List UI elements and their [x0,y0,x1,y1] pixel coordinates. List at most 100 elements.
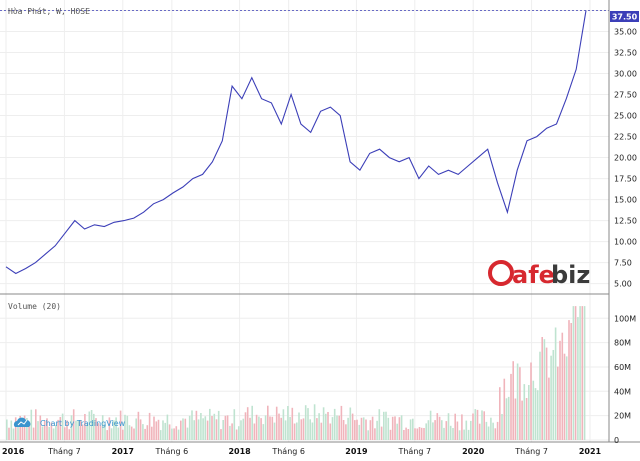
volume-bar [316,418,318,440]
volume-bar [572,306,575,440]
volume-bar [362,417,365,440]
volume-bar [130,426,133,440]
volume-bar [233,409,236,440]
volume-bar [88,411,91,440]
volume-bar [188,415,191,440]
volume-bar [347,417,349,440]
volume-bar [282,409,285,440]
volume-bar [64,427,66,440]
volume-bar [86,424,88,440]
volume-bar [371,416,374,440]
volume-bar [391,416,394,440]
volume-bar [148,412,151,440]
volume-bar [57,419,59,440]
volume-bar [331,417,334,440]
volume-bar [258,416,260,440]
volume-bar [151,426,153,440]
volume-bar [369,420,372,440]
volume-bar [180,420,182,440]
volume-bar [358,424,361,440]
volume-bar [291,407,294,440]
volume-bar [137,411,140,440]
time-tick-label: Tháng 7 [514,447,548,456]
volume-bar [23,415,26,440]
volume-bar [389,429,392,440]
volume-bar [14,417,17,440]
volume-bar [240,420,242,440]
time-axis-labels: 2016 Tháng 7 2017 Tháng 6 2018 Tháng 6 2019 Thá… [2,447,602,456]
volume-bar [113,420,115,440]
volume-bar [173,428,175,440]
volume-bar [398,417,401,440]
volume-bar [95,418,97,440]
volume-bar [46,418,48,440]
volume-bar [122,429,124,440]
volume-tick-label: 100M [614,314,636,323]
volume-bar [26,418,28,440]
price-tick-label: 20.00 [614,154,637,163]
volume-bar [360,417,363,440]
time-tick-label: Tháng 7 [397,447,431,456]
volume-bar [307,408,309,440]
volume-bar [539,351,541,440]
volume-bar [427,420,430,440]
volume-bar [293,423,296,440]
volume-bar [99,425,102,440]
volume-bar [124,414,126,440]
volume-bar [329,423,332,440]
volume-bar [17,424,19,440]
volume-bar [269,416,271,440]
volume-bar [499,387,501,440]
volume-bar [287,406,289,440]
volume-bar [420,427,423,440]
volume-bar [574,306,577,440]
price-tick-label: 32.50 [614,49,637,58]
volume-bar [6,419,8,440]
volume-bar [260,418,262,440]
volume-bar [84,414,86,440]
volume-bar [394,416,396,440]
volume-bar [454,413,456,440]
volume-bar [532,380,535,440]
volume-bar [164,422,166,440]
volume-bar [204,416,207,440]
volume-bar [168,424,171,440]
volume-bar [423,428,425,440]
volume-bar [39,415,42,440]
volume-bar [345,424,347,440]
volume-bar [354,420,356,440]
volume-bar [434,420,436,440]
volume-bar [304,405,307,440]
volume-bar [28,426,30,440]
volume-bar [231,423,233,440]
price-tick-label: 5.00 [614,280,632,289]
volume-bar [244,412,247,440]
volume-bar [521,400,523,440]
volume-bar [251,405,253,440]
time-tick-label: 2021 [579,447,602,456]
volume-bar [528,385,530,440]
chart-mini-icon [17,419,28,426]
volume-bar [503,378,506,440]
volume-bar [429,410,432,440]
volume-bar [253,423,256,440]
volume-tick-label: 60M [614,363,631,372]
volume-bar [10,420,13,440]
volume-bar [523,384,526,440]
logo-c-ring [488,260,514,286]
volume-bar [325,413,327,440]
volume-bar [563,353,566,440]
volume-bar [550,355,552,440]
tradingview-attribution[interactable]: Chart by TradingView [13,417,126,428]
volume-bar [318,413,320,440]
volume-bar [342,420,345,440]
volume-bar [534,388,537,440]
volume-bar [501,414,503,440]
price-tick-label: 7.50 [614,259,632,268]
volume-bar [155,421,158,440]
volume-bar [110,428,113,440]
volume-bar [126,415,129,440]
volume-bar [536,390,539,440]
logo-middle: afe [512,261,555,289]
volume-bar [246,407,249,440]
